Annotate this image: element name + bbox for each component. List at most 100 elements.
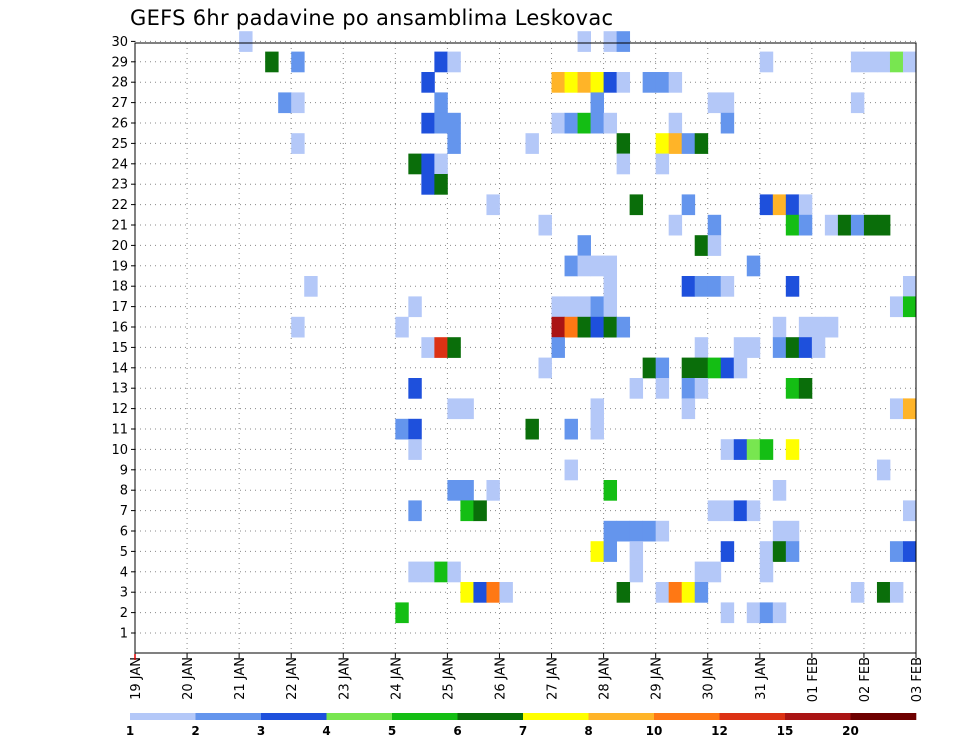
heatmap-cell [408, 500, 422, 522]
heatmap-cell [447, 480, 461, 501]
heatmap-cell [434, 174, 448, 195]
heatmap-cell [460, 582, 474, 603]
colorbar-label: 4 [322, 724, 330, 738]
heatmap-cell [460, 398, 474, 420]
heatmap-cell [668, 112, 683, 134]
colorbar-label: 2 [191, 724, 199, 738]
heatmap-cell [889, 582, 904, 603]
heatmap-cell [733, 357, 748, 379]
colorbar-label: 12 [711, 724, 728, 738]
heatmap-cell [577, 31, 591, 52]
heatmap-cell [759, 439, 774, 460]
heatmap-cell [642, 520, 657, 542]
y-tick-label: 13 [111, 382, 128, 397]
x-tick-label: 31 JAN [754, 657, 769, 700]
x-tick-label: 21 JAN [233, 657, 248, 700]
heatmap-cell [577, 255, 591, 277]
y-tick-label: 18 [111, 280, 128, 295]
heatmap-cell [889, 541, 904, 562]
heatmap-cell [434, 561, 448, 583]
heatmap-cell [629, 520, 644, 542]
heatmap-cell [889, 51, 904, 73]
heatmap-cell [421, 561, 435, 583]
colorbar-label: 15 [777, 724, 794, 738]
heatmap-cell [785, 337, 800, 358]
y-tick-label: 25 [111, 137, 128, 152]
heatmap-cell [707, 214, 722, 236]
heatmap-cell [629, 378, 644, 399]
heatmap-cell [720, 112, 735, 134]
colorbar-label: 7 [519, 724, 527, 738]
heatmap-cell [434, 92, 448, 114]
heatmap-cell [538, 357, 552, 379]
heatmap-cell [681, 582, 696, 603]
heatmap-cell [681, 398, 696, 420]
y-tick-label: 23 [111, 178, 128, 193]
heatmap-cell [707, 500, 722, 522]
heatmap-cell [902, 296, 917, 318]
heatmap-cell [629, 194, 644, 216]
heatmap-cell [447, 398, 461, 420]
heatmap-cell [616, 153, 631, 175]
heatmap-cell [447, 133, 461, 154]
heatmap-cell [486, 582, 500, 603]
heatmap-cell [421, 337, 435, 358]
y-tick-label: 30 [111, 35, 128, 50]
heatmap-cell [616, 316, 631, 338]
heatmap-cell [525, 133, 539, 154]
y-axis: 1234567891011121314151617181920212223242… [111, 35, 135, 642]
colorbar-swatch [850, 713, 917, 720]
heatmap-cell [746, 255, 761, 277]
colorbar-swatch [457, 713, 524, 720]
y-tick-label: 26 [111, 117, 128, 132]
heatmap-cell [902, 398, 917, 420]
heatmap-cell [876, 582, 891, 603]
heatmap-cell [577, 72, 591, 93]
heatmap-cell [785, 214, 800, 236]
heatmap-cell [408, 296, 422, 318]
heatmap-cell [590, 296, 604, 318]
heatmap-cell [616, 133, 631, 154]
heatmap-cell [629, 561, 644, 583]
heatmap-cell [850, 214, 865, 236]
heatmap-cell [785, 439, 800, 460]
x-tick-label: 19 JAN [129, 657, 144, 700]
heatmap-cell [408, 561, 422, 583]
y-tick-label: 16 [111, 321, 128, 336]
x-tick-label: 27 JAN [546, 657, 561, 700]
heatmap-cell [824, 316, 839, 338]
heatmap-cell [798, 316, 813, 338]
heatmap-cell [707, 276, 722, 297]
heatmap-cell [811, 337, 826, 358]
heatmap-cell [759, 602, 774, 624]
colorbar-swatch [392, 713, 458, 720]
heatmap-cell [603, 520, 618, 542]
heatmap-cell [408, 418, 422, 440]
heatmap-cell [434, 337, 448, 358]
heatmap-cell [746, 439, 761, 460]
heatmap-cell [590, 316, 604, 338]
heatmap-cell [759, 561, 774, 583]
heatmap-cell [772, 480, 787, 501]
heatmap-cell [824, 214, 839, 236]
heatmap-cell [772, 541, 787, 562]
heatmap-cell [720, 92, 735, 114]
heatmap-cell [668, 582, 683, 603]
heatmap-cell [395, 602, 409, 624]
x-tick-label: 30 JAN [702, 657, 717, 700]
heatmap-cell [694, 337, 709, 358]
heatmap-cell [811, 316, 826, 338]
heatmap-cell [408, 153, 422, 175]
heatmap-cell [642, 72, 657, 93]
heatmap-cell [707, 235, 722, 256]
heatmap-cell [603, 316, 618, 338]
heatmap-cell [694, 235, 709, 256]
x-tick-label: 29 JAN [650, 657, 665, 700]
heatmap-cell [395, 316, 409, 338]
y-tick-label: 8 [120, 484, 128, 499]
y-tick-label: 10 [111, 443, 128, 458]
heatmap-cell [863, 214, 878, 236]
x-axis: 19 JAN 20 JAN 21 JAN 22 JAN 23 JAN 24 JAN 25 J… [129, 653, 925, 702]
heatmap-cell [590, 255, 604, 277]
heatmap-cell [681, 378, 696, 399]
